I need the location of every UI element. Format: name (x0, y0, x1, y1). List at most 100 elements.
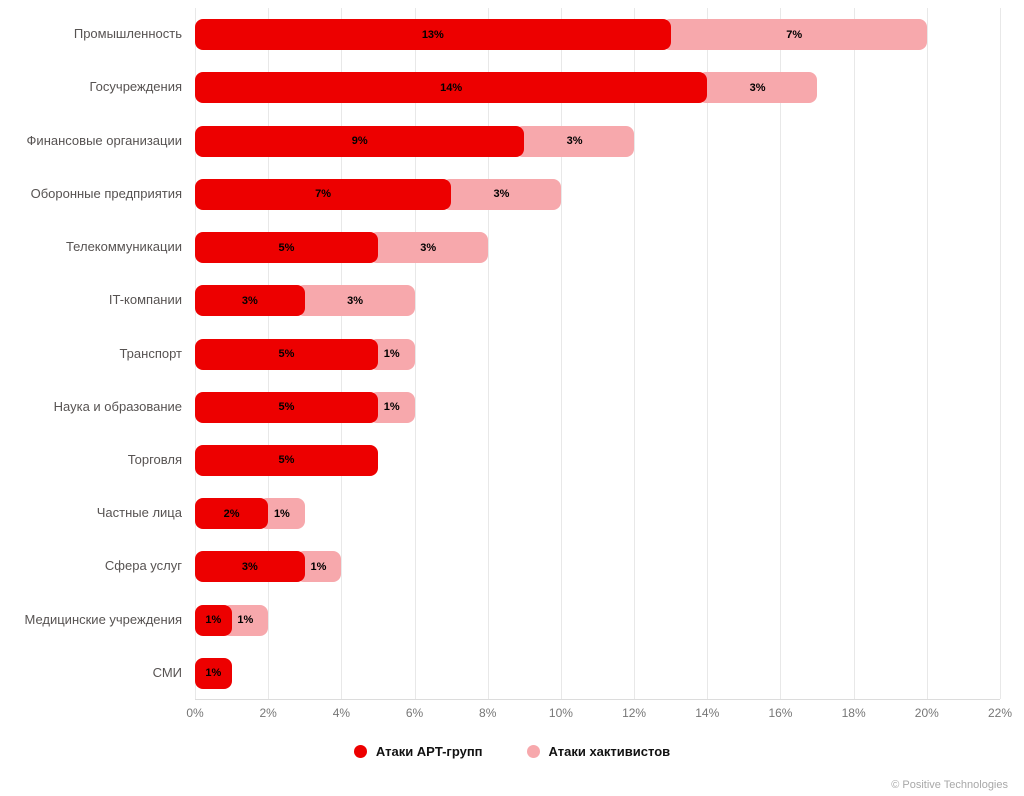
gridline (780, 8, 782, 699)
bar-track: 7% 13% (195, 19, 1000, 51)
bar-segment-apt: 3% (195, 285, 305, 317)
bar-value-label: 7% (315, 188, 332, 201)
category-label: Оборонные предприятия (30, 185, 182, 201)
bar-value-label: 13% (421, 28, 444, 41)
chart-row: Наука и образование 1% 5% (0, 381, 1024, 434)
category-label: Сфера услуг (104, 558, 182, 574)
bar-value-label: 1% (310, 560, 327, 573)
bar-track: 3% 3% (195, 285, 1000, 317)
x-axis-tick-label: 22% (987, 706, 1013, 720)
bar-track: 1% (195, 657, 1000, 689)
bar-segment-hacktivist: 7% (661, 19, 927, 51)
category-label: Промышленность (73, 26, 182, 42)
bar-segment-apt: 5% (195, 444, 378, 476)
bar-value-label: 5% (278, 401, 295, 414)
x-axis-tick-label: 10% (548, 706, 573, 720)
bar-track: 3% 14% (195, 72, 1000, 104)
chart-row: Оборонные предприятия 3% 7% (0, 168, 1024, 221)
bar-track: 3% 7% (195, 178, 1000, 210)
bar-value-label: 3% (566, 135, 583, 148)
bar-segment-apt: 14% (195, 72, 708, 104)
bar-value-label: 1% (205, 614, 222, 627)
category-label: Торговля (127, 452, 182, 468)
x-axis-tick-label: 12% (622, 706, 647, 720)
x-axis-tick-label: 8% (479, 706, 497, 720)
bar-segment-apt: 2% (195, 498, 269, 530)
bar-value-label: 14% (440, 81, 463, 94)
bar-segment-hacktivist: 3% (295, 285, 415, 317)
bar-segment-apt: 13% (195, 19, 671, 51)
bar-value-label: 3% (420, 241, 437, 254)
category-label: Частные лица (96, 505, 182, 521)
copyright-text: © Positive Technologies (891, 779, 1008, 791)
x-axis: 0% 2% 4% 6% 8% 10% 12% 14% 16% 18% 20% 22% (186, 700, 1012, 724)
x-axis-tick-label: 0% (186, 706, 204, 720)
bar-track: 1% 1% (195, 604, 1000, 636)
category-label: Финансовые организации (26, 132, 182, 148)
chart-row: Промышленность 7% 13% (0, 8, 1024, 61)
category-label: Телекоммуникации (65, 239, 182, 255)
bar-value-label: 7% (786, 28, 803, 41)
chart-row: Торговля 5% (0, 434, 1024, 487)
bar-track: 1% 5% (195, 338, 1000, 370)
chart-row: Финансовые организации 3% 9% (0, 114, 1024, 167)
bar-track: 1% 3% (195, 551, 1000, 583)
bar-segment-apt: 3% (195, 551, 305, 583)
gridline (1000, 8, 1001, 699)
x-axis-tick-label: 14% (695, 706, 720, 720)
bar-track: 1% 2% (195, 498, 1000, 530)
bar-segment-hacktivist: 3% (698, 72, 818, 104)
bar-rows: Промышленность 7% 13% Госучреждения 3% 14% Фин… (0, 8, 1024, 700)
bar-value-label: 1% (237, 614, 254, 627)
gridline (560, 8, 562, 699)
bar-track: 1% 5% (195, 391, 1000, 423)
bar-value-label: 3% (493, 188, 510, 201)
chart-row: Медицинские учреждения 1% 1% (0, 594, 1024, 647)
chart-row: Госучреждения 3% 14% (0, 61, 1024, 114)
bar-segment-hacktivist: 3% (515, 125, 635, 157)
bar-segment-apt: 5% (195, 232, 378, 264)
category-label: Транспорт (119, 345, 182, 361)
bar-value-label: 9% (351, 135, 368, 148)
bar-value-label: 3% (749, 81, 766, 94)
gridline (487, 8, 489, 699)
chart-row: СМИ 1% (0, 647, 1024, 700)
bar-track: 5% (195, 444, 1000, 476)
legend-item-apt: Атаки APT-групп (353, 744, 483, 759)
bar-segment-apt: 5% (195, 338, 378, 370)
bar-value-label: 2% (223, 507, 240, 520)
category-label: Наука и образование (53, 398, 182, 414)
bar-value-label: 3% (241, 294, 258, 307)
x-axis-tick-label: 6% (405, 706, 424, 720)
category-label: IT-компании (108, 292, 182, 308)
x-axis-tick-label: 16% (768, 706, 793, 720)
bar-track: 3% 9% (195, 125, 1000, 157)
x-axis-tick-label: 20% (914, 706, 939, 720)
bar-segment-apt: 1% (195, 604, 232, 636)
gridline (926, 8, 928, 699)
bar-track: 3% 5% (195, 232, 1000, 264)
gridline (414, 8, 416, 699)
plot-area: Промышленность 7% 13% Госучреждения 3% 14% Фин… (0, 8, 1024, 700)
chart-row: Частные лица 1% 2% (0, 487, 1024, 540)
category-label: Госучреждения (89, 79, 182, 95)
legend-dot-hacktivist-icon (526, 745, 540, 758)
legend-dot-apt-icon (353, 745, 367, 758)
x-axis-tick-label: 2% (259, 706, 277, 720)
bar-segment-apt: 9% (195, 125, 525, 157)
bar-value-label: 5% (278, 348, 295, 361)
bar-segment-apt: 5% (195, 391, 378, 423)
chart-row: IT-компании 3% 3% (0, 274, 1024, 327)
chart-row: Сфера услуг 1% 3% (0, 540, 1024, 593)
chart-row: Телекоммуникации 3% 5% (0, 221, 1024, 274)
bar-value-label: 1% (273, 507, 290, 520)
chart-row: Транспорт 1% 5% (0, 327, 1024, 380)
legend-label-hacktivist: Атаки хактивистов (548, 744, 671, 759)
gridline (853, 8, 855, 699)
bar-value-label: 3% (347, 294, 364, 307)
category-label: Медицинские учреждения (24, 611, 182, 627)
bar-segment-apt: 7% (195, 178, 452, 210)
bar-value-label: 5% (278, 454, 295, 467)
bar-segment-hacktivist: 3% (368, 232, 488, 264)
